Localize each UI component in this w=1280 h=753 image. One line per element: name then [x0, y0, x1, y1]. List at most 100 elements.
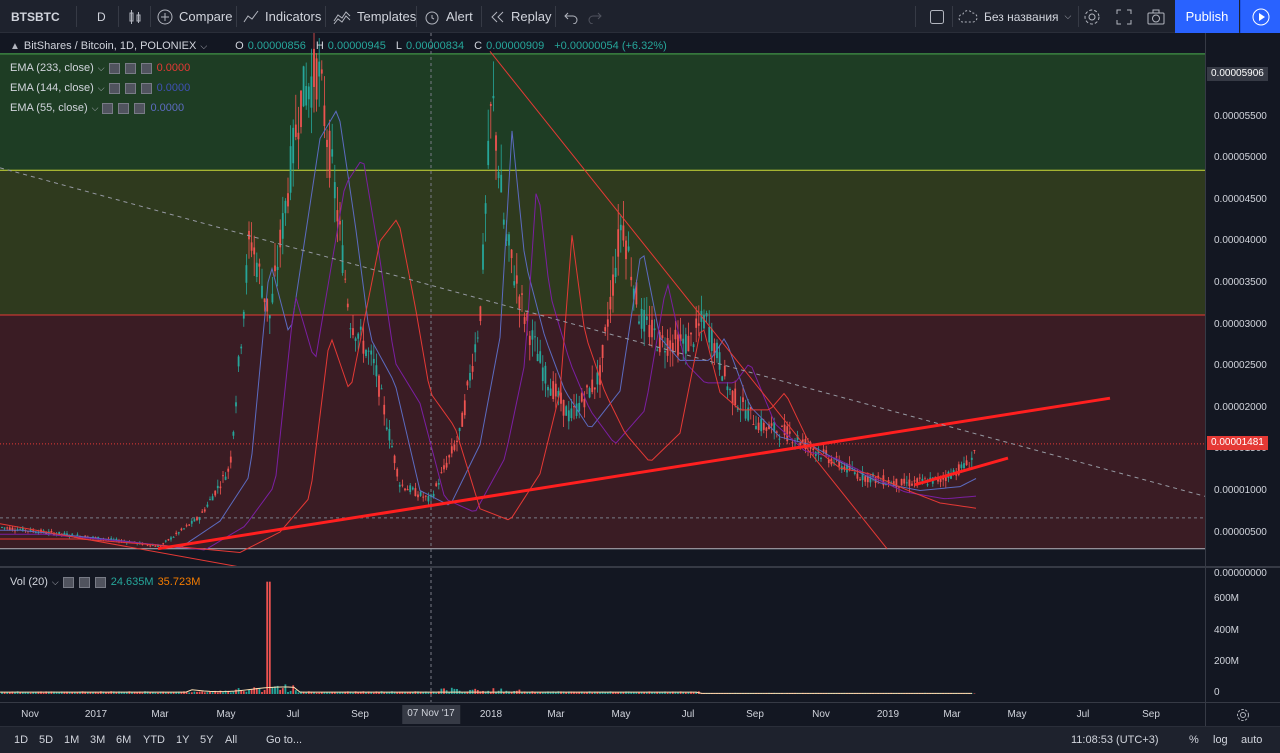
auto-toggle[interactable]: auto	[1241, 734, 1263, 746]
volume-pane[interactable]	[0, 568, 1205, 702]
price-scale[interactable]: 0.000060000.000055000.000050000.00004500…	[1205, 33, 1280, 579]
candle-body	[466, 381, 469, 386]
gear-icon[interactable]	[118, 102, 130, 114]
symbol-search[interactable]: BTSBTC	[11, 9, 60, 24]
range-6m[interactable]: 6M	[116, 734, 132, 746]
close-icon[interactable]	[140, 82, 152, 94]
time-tick-label: May	[611, 709, 631, 720]
range-5y[interactable]: 5Y	[200, 734, 214, 746]
pane-separator[interactable]	[0, 566, 1280, 568]
candle-body	[973, 450, 976, 452]
candle-body	[422, 496, 425, 498]
eye-icon[interactable]	[108, 62, 120, 74]
interval-selector[interactable]: D	[97, 9, 106, 24]
ema233-line	[0, 219, 977, 553]
settings-button[interactable]	[1083, 0, 1101, 33]
fullscreen-layout-button[interactable]	[929, 0, 945, 33]
undo-button[interactable]	[564, 0, 578, 33]
scale-settings-button[interactable]	[1205, 702, 1280, 726]
chevron-down-icon[interactable]: ⌵	[200, 40, 208, 51]
candle-body	[539, 351, 542, 363]
range-ytd[interactable]: YTD	[143, 734, 165, 746]
candle-body	[167, 539, 170, 541]
ema55-legend[interactable]: EMA (55, close) ⌵ 0.0000	[10, 102, 184, 114]
candle-body	[921, 478, 924, 482]
clock[interactable]: 11:08:53 (UTC+3)	[1071, 734, 1159, 746]
fullscreen-button[interactable]	[1116, 0, 1132, 33]
range-1m[interactable]: 1M	[64, 734, 80, 746]
candle-body	[248, 230, 250, 240]
range-1y[interactable]: 1Y	[176, 734, 190, 746]
volume-bar	[81, 691, 84, 694]
volume-bar	[474, 688, 477, 694]
eye-icon[interactable]	[102, 102, 114, 114]
volume-legend[interactable]: Vol (20) ⌵ 24.635M 35.723M	[10, 576, 200, 588]
eye-icon[interactable]	[62, 576, 74, 588]
gear-icon[interactable]	[124, 62, 136, 74]
close-icon[interactable]	[140, 62, 152, 74]
volume-bar	[630, 692, 633, 694]
templates-button[interactable]: Templates	[333, 0, 416, 33]
volume-bar	[500, 688, 503, 694]
play-button[interactable]	[1240, 0, 1280, 33]
volume-bar	[307, 691, 310, 694]
volume-bar	[66, 691, 68, 694]
redo-button[interactable]	[588, 0, 602, 33]
volume-bar	[185, 691, 188, 694]
goto-button[interactable]: Go to...	[266, 734, 303, 746]
volume-bar	[294, 690, 297, 694]
candle-body	[21, 527, 24, 532]
alert-button[interactable]: Alert	[424, 0, 473, 33]
publish-button[interactable]: Publish	[1175, 0, 1239, 33]
volume-bar	[578, 691, 581, 694]
volume-bar	[167, 692, 170, 694]
volume-bar	[180, 692, 183, 694]
gear-icon[interactable]	[78, 576, 90, 588]
candle-body	[575, 403, 578, 416]
candle-body	[866, 476, 869, 483]
volume-bar	[414, 691, 417, 694]
volume-label: Vol (20)	[10, 576, 48, 588]
range-3m[interactable]: 3M	[90, 734, 106, 746]
percent-toggle[interactable]: %	[1189, 734, 1199, 746]
volume-bar	[53, 691, 55, 694]
candle-body	[713, 343, 716, 356]
chevron-down-icon: ⌵	[1064, 11, 1072, 21]
volume-bar	[14, 691, 16, 694]
snapshot-button[interactable]	[1147, 0, 1165, 33]
volume-bar	[255, 688, 258, 694]
last-price-tag: 0.00001481	[1207, 436, 1268, 450]
volume-bar	[232, 691, 235, 694]
indicators-button[interactable]: Indicators	[243, 0, 321, 33]
range-1d[interactable]: 1D	[14, 734, 29, 746]
compare-button[interactable]: Compare	[157, 0, 232, 33]
price-chart-pane[interactable]	[0, 33, 1205, 567]
collapse-icon[interactable]: ▲	[10, 40, 20, 52]
candle-body	[773, 422, 776, 432]
candle-body	[708, 326, 711, 343]
replay-button[interactable]: Replay	[489, 0, 551, 33]
range-5d[interactable]: 5D	[39, 734, 54, 746]
close-icon[interactable]	[134, 102, 146, 114]
eye-icon[interactable]	[108, 82, 120, 94]
templates-label: Templates	[357, 9, 417, 24]
volume-scale[interactable]: 600M 400M 200M 0	[1205, 568, 1280, 702]
candle-body	[609, 296, 612, 310]
candle-body	[427, 496, 430, 502]
gear-icon[interactable]	[124, 82, 136, 94]
close-icon[interactable]	[94, 576, 106, 588]
ema233-legend[interactable]: EMA (233, close) ⌵ 0.0000	[10, 62, 190, 74]
volume-bar	[417, 691, 419, 694]
layout-name-button[interactable]: Без названия ⌵	[958, 0, 1071, 33]
time-scale[interactable]: Nov 2017 Mar May Jul Sep 2018 Mar May Jul Sep Nov 20…	[0, 702, 1205, 726]
candle-body	[383, 404, 386, 415]
candle-body	[895, 478, 898, 488]
candle-body	[313, 48, 315, 87]
ema144-legend[interactable]: EMA (144, close) ⌵ 0.0000	[10, 82, 190, 94]
candle-body	[783, 424, 786, 436]
candle-body	[151, 545, 154, 547]
volume-bar	[354, 691, 357, 694]
log-toggle[interactable]: log	[1213, 734, 1228, 746]
range-all[interactable]: All	[225, 734, 238, 746]
chart-style-button[interactable]	[127, 0, 143, 33]
